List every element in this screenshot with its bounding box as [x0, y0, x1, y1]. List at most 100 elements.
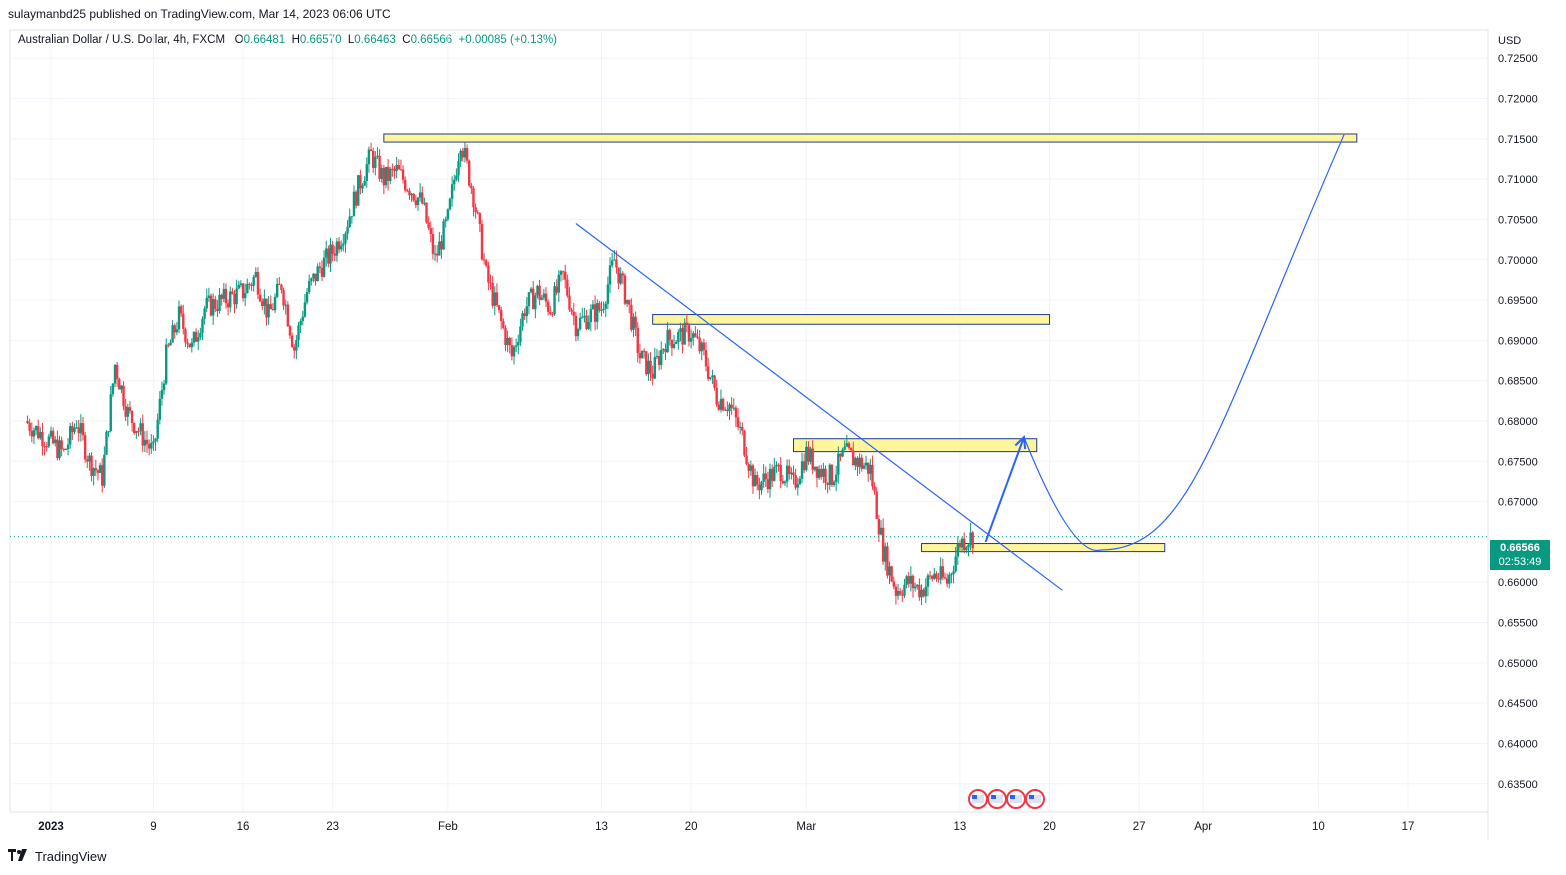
candle-body	[954, 556, 957, 572]
candle-body	[604, 303, 607, 309]
low-value: 0.66463	[354, 34, 396, 46]
candle-body	[852, 450, 855, 466]
candle-body	[862, 465, 866, 469]
zones-layer	[383, 133, 1358, 553]
candle-body	[704, 350, 708, 367]
candle-body	[875, 491, 878, 520]
candle-body	[352, 191, 356, 217]
candle-body	[672, 343, 676, 348]
candle-body	[335, 241, 339, 256]
candle-body	[824, 468, 827, 483]
candle-body	[94, 468, 98, 471]
y-tick-label: 0.67000	[1498, 497, 1538, 509]
candle-body	[655, 356, 659, 358]
candle-body	[169, 342, 172, 346]
candle-body	[435, 253, 439, 256]
candle-body	[647, 360, 650, 375]
candle-body	[433, 253, 437, 255]
x-tick-label: 16	[237, 821, 250, 833]
candle-body	[312, 273, 315, 279]
y-tick-label: 0.70500	[1498, 214, 1538, 226]
candle-body	[32, 430, 36, 437]
candle-body	[502, 320, 505, 328]
candle-body	[587, 322, 590, 329]
candle-body	[346, 227, 349, 234]
candle-body	[391, 168, 394, 170]
candle-body	[623, 275, 627, 304]
candle-body	[284, 304, 287, 306]
candle-body	[357, 175, 360, 206]
last-price-value: 0.66566	[1500, 542, 1540, 554]
x-tick-label: Feb	[438, 821, 458, 833]
candle-body	[798, 478, 802, 485]
candle-body	[455, 175, 458, 180]
candle-body	[218, 294, 221, 311]
candle-body	[527, 292, 531, 307]
flag-canton	[972, 795, 977, 799]
candle-body	[316, 266, 319, 282]
candle-body	[869, 464, 872, 474]
candle-body	[800, 461, 804, 479]
candle-body	[282, 290, 285, 306]
candle-body	[724, 409, 727, 411]
candle-body	[92, 468, 95, 476]
candle-body	[446, 209, 450, 220]
candle-body	[542, 293, 546, 298]
footer-brand[interactable]: TradingView	[8, 848, 107, 864]
candle-body	[83, 435, 87, 460]
symbol-title: Australian Dollar / U.S. Dollar, 4h, FXC…	[18, 34, 226, 46]
flag-canton	[991, 795, 996, 799]
supply-demand-zone	[652, 314, 1051, 325]
candle-body	[109, 394, 112, 432]
candle-body	[49, 430, 53, 437]
y-tick-label: 0.69500	[1498, 295, 1538, 307]
candle-body	[327, 248, 330, 264]
candle-body	[926, 575, 930, 587]
price-chart[interactable]: 0.72500 0.72000 0.71500 0.71000 0.70500 0.700…	[0, 0, 1566, 845]
candle-body	[796, 484, 799, 488]
candle-body	[822, 468, 825, 477]
candle-body	[241, 283, 245, 299]
candle-body	[884, 546, 887, 562]
candle-body	[559, 271, 563, 275]
candle-body	[51, 430, 55, 444]
candle-body	[685, 322, 689, 326]
candle-body	[98, 465, 102, 473]
candle-body	[905, 576, 908, 585]
candle-body	[694, 333, 697, 337]
candle-body	[839, 453, 842, 457]
candle-body	[967, 544, 970, 548]
candle-body	[115, 364, 119, 380]
y-tick-label: 0.65500	[1498, 618, 1538, 630]
candle-body	[886, 546, 889, 576]
candle-body	[408, 190, 411, 196]
candle-body	[482, 259, 486, 261]
candle-body	[913, 586, 917, 589]
candle-body	[331, 244, 334, 254]
candle-body	[322, 257, 326, 277]
candle-body	[700, 342, 703, 352]
events-layer	[968, 789, 1045, 809]
candle-body	[918, 584, 921, 598]
candle-body	[702, 342, 706, 351]
candle-body	[474, 207, 477, 213]
candle-body	[805, 446, 808, 471]
candle-body	[457, 161, 460, 176]
candle-body	[732, 407, 735, 409]
candle-body	[514, 345, 518, 347]
bar-countdown: 02:53:49	[1498, 556, 1542, 568]
candle-body	[950, 574, 953, 576]
candle-body	[854, 458, 857, 466]
candle-body	[173, 325, 176, 333]
candle-body	[371, 150, 375, 168]
candle-body	[909, 575, 913, 584]
candle-body	[344, 233, 347, 244]
candle-body	[596, 302, 599, 322]
candle-body	[898, 590, 902, 595]
candle-body	[214, 299, 217, 310]
drawings-layer	[10, 134, 1488, 591]
candle-body	[945, 578, 949, 584]
y-tick-label: 0.64000	[1498, 738, 1538, 750]
candle-body	[937, 578, 940, 580]
x-tick-label: 10	[1312, 821, 1325, 833]
